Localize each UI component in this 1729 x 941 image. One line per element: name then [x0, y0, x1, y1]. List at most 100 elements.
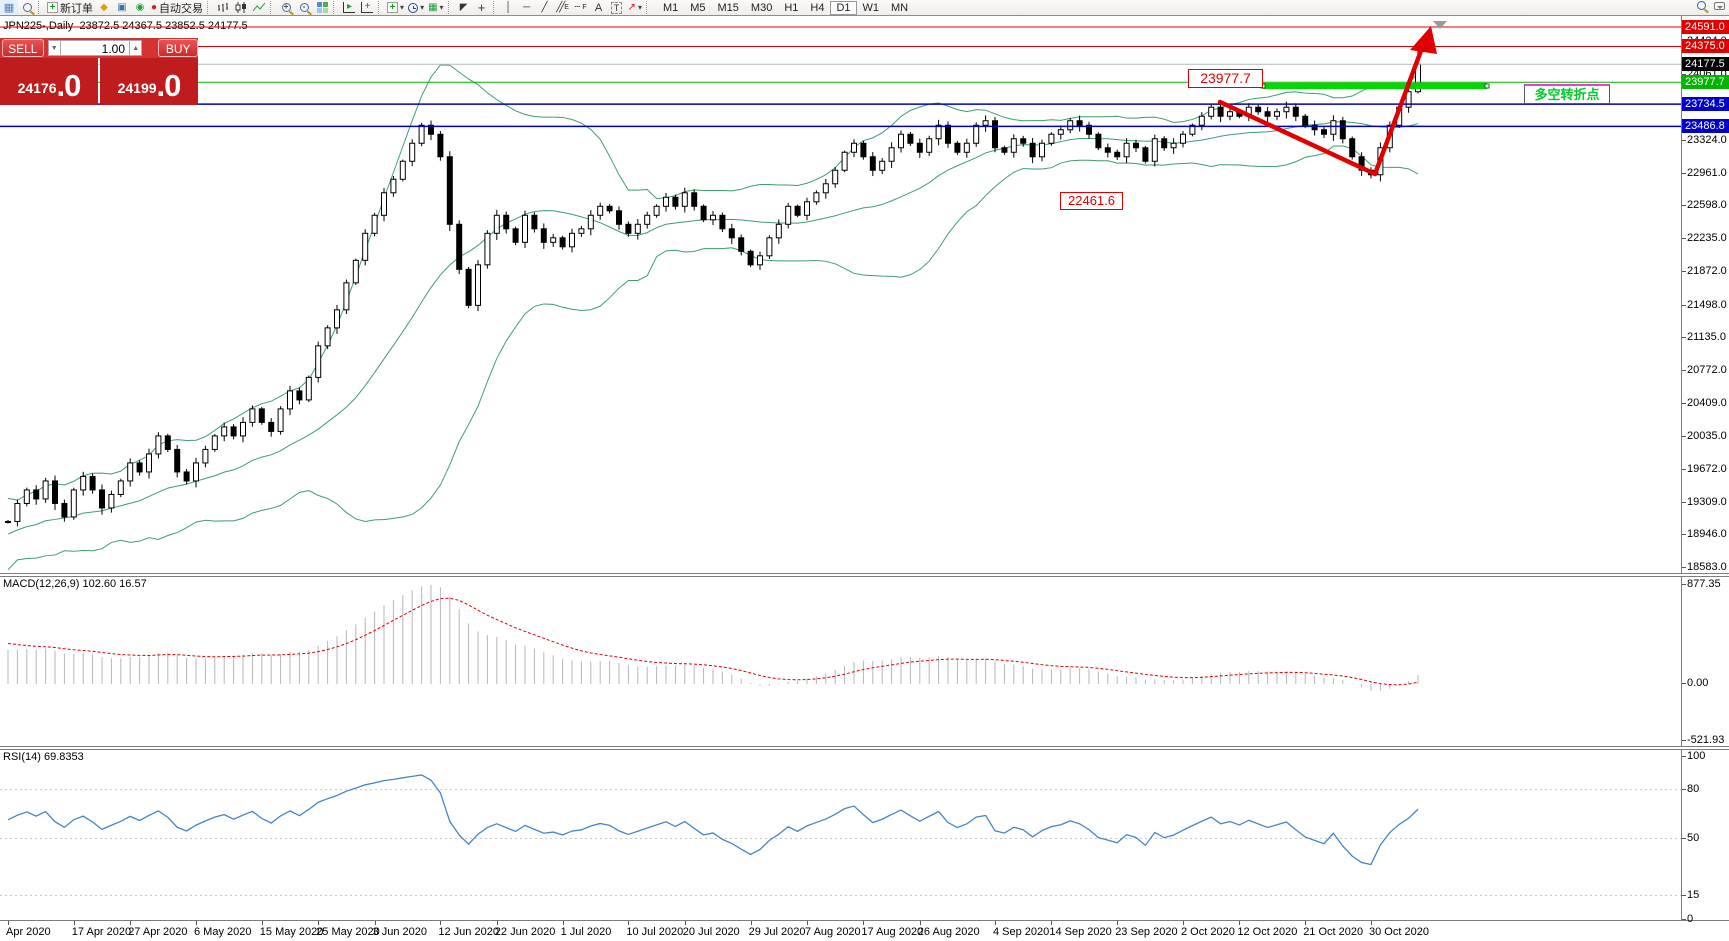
date-label[interactable]: 22 Jun 2020	[494, 926, 556, 938]
equidistant-channel-tool-icon[interactable]: ╱╱ E	[556, 2, 569, 13]
new-order-button[interactable]: + 新订单	[45, 0, 95, 15]
sell-price-panel[interactable]: 24176.0	[0, 58, 98, 105]
auto-scroll-icon[interactable]: ▸	[340, 0, 358, 15]
price-tick-label: 20035.0	[1682, 430, 1727, 443]
date-label[interactable]: 23 Sep 2020	[1115, 926, 1178, 938]
cursor-tool-icon[interactable]: ◤	[459, 2, 468, 13]
buy-button[interactable]: BUY	[158, 39, 199, 57]
tile-windows-icon[interactable]	[313, 0, 331, 15]
indicators-icon: +	[387, 2, 399, 13]
date-label[interactable]: 10 Jul 2020	[626, 926, 684, 938]
rsi-pane[interactable]	[0, 750, 1681, 920]
macd-pane[interactable]	[0, 577, 1681, 746]
zoom-out-icon[interactable]: -	[295, 0, 313, 15]
lot-decrease-button[interactable]: ▼	[47, 40, 61, 56]
date-label[interactable]: 29 Jul 2020	[748, 926, 806, 938]
timeframe-h1[interactable]: H1	[784, 1, 799, 14]
fibonacci-tool-icon[interactable]: ┄ F	[574, 2, 587, 13]
candlestick-chart-type-icon[interactable]	[232, 0, 250, 15]
chart-window-icon[interactable]: ▦	[0, 0, 18, 15]
toolbar-separator	[333, 1, 338, 14]
timeframe-mn[interactable]: MN	[891, 1, 909, 14]
pane-separator[interactable]	[0, 746, 1729, 750]
date-label[interactable]: 3 Jun 2020	[372, 926, 428, 938]
toolbar-separator	[38, 1, 43, 14]
price-tick-label: 21135.0	[1682, 331, 1726, 344]
buy-price-panel[interactable]: 24199.0	[100, 58, 198, 105]
date-label[interactable]: 17 Apr 2020	[71, 926, 132, 938]
chevron-down-icon: ▾	[439, 2, 444, 12]
date-tick	[1239, 921, 1241, 925]
horizontal-line-tool-icon[interactable]: ─	[523, 2, 531, 13]
text-label-tool-icon[interactable]: T	[608, 0, 626, 15]
timeframe-m15[interactable]: M15	[717, 1, 739, 14]
chat-icon[interactable]	[1714, 1, 1725, 10]
metaeditor-icon[interactable]: ◆	[100, 2, 108, 13]
rsi-indicator-header: RSI(14) 69.8353	[3, 751, 84, 763]
timeframe-group: M1 M5 M15 M30 H1 H4 D1 W1 MN	[657, 0, 914, 15]
date-label[interactable]: Apr 2020	[6, 926, 51, 938]
date-label[interactable]: 20 Jul 2020	[682, 926, 740, 938]
template-icon: ▦	[428, 2, 438, 13]
arrows-icon: ↗	[627, 2, 636, 13]
price-level-label-blue: 23734.5	[1682, 97, 1729, 112]
timeframe-m30[interactable]: M30	[750, 1, 773, 14]
lot-size-input[interactable]: 1.00	[60, 40, 129, 56]
signals-icon[interactable]: ◉	[135, 2, 145, 13]
pane-separator[interactable]	[0, 573, 1729, 577]
price-tick-label: 18946.0	[1682, 528, 1727, 541]
date-label[interactable]: 21 Oct 2020	[1303, 926, 1364, 938]
text-tool-icon[interactable]: A	[594, 1, 603, 14]
ohlc-values: 23872.5 24367.5 23852.5 24177.5	[79, 20, 248, 32]
magnifier-icon	[22, 3, 32, 12]
rsi-axis-label: 80	[1681, 782, 1700, 795]
clock-icon	[408, 2, 419, 13]
timeframe-m1[interactable]: M1	[662, 1, 679, 14]
date-label[interactable]: 15 May 2020	[259, 926, 324, 938]
date-label[interactable]: 25 May 2020	[316, 926, 380, 938]
templates-dropdown[interactable]: ▦ ▾	[426, 0, 445, 15]
price-tick-label: 19672.0	[1682, 462, 1727, 475]
main-chart[interactable]	[0, 16, 1681, 573]
timeframe-d1[interactable]: D1	[830, 0, 857, 15]
vertical-line-tool-icon[interactable]: │	[505, 2, 512, 13]
date-label[interactable]: 12 Jun 2020	[438, 926, 499, 938]
timeframe-h4[interactable]: H4	[810, 1, 825, 14]
date-label[interactable]: 17 Aug 2020	[861, 926, 924, 938]
date-tick	[261, 921, 263, 925]
date-label[interactable]: 30 Oct 2020	[1369, 926, 1429, 938]
terminal-icon[interactable]: ▣	[117, 2, 127, 13]
search-icon[interactable]	[1697, 1, 1706, 10]
date-label[interactable]: 6 May 2020	[194, 926, 252, 938]
timeframe-m5[interactable]: M5	[690, 1, 706, 14]
one-click-trading-widget: SELL ▼ 1.00 ▲ BUY 24176.0 24199.0	[0, 38, 199, 105]
chevron-down-icon: ▾	[420, 2, 425, 12]
lot-increase-button[interactable]: ▲	[129, 40, 143, 56]
date-tick	[750, 921, 752, 925]
date-tick	[1305, 921, 1307, 925]
date-label[interactable]: 12 Oct 2020	[1237, 926, 1298, 938]
autotrading-button[interactable]: ● 自动交易	[151, 2, 204, 15]
date-label[interactable]: 26 Aug 2020	[917, 926, 980, 938]
line-chart-type-icon[interactable]	[250, 0, 268, 15]
arrows-tool-dropdown[interactable]: ↗ ▾	[626, 0, 644, 15]
rsi-axis-label: 0	[1681, 913, 1694, 925]
bar-chart-type-icon[interactable]	[214, 0, 232, 15]
sell-button[interactable]: SELL	[2, 39, 44, 57]
price-tick-label: 21498.0	[1682, 298, 1727, 311]
crosshair-tool-icon[interactable]: +	[477, 0, 486, 15]
date-label[interactable]: 2 Oct 2020	[1181, 926, 1235, 938]
timeframe-w1[interactable]: W1	[862, 1, 880, 14]
date-tick	[807, 921, 808, 925]
periods-dropdown[interactable]: ▾	[406, 0, 426, 15]
zoom-in-icon[interactable]: +	[277, 0, 295, 15]
date-label[interactable]: 7 Aug 2020	[805, 926, 861, 938]
chart-shift-icon[interactable]: +	[358, 0, 376, 15]
date-label[interactable]: 14 Sep 2020	[1049, 926, 1112, 938]
indicators-dropdown[interactable]: + ▾	[385, 0, 406, 15]
date-label[interactable]: 27 Apr 2020	[128, 926, 188, 938]
data-window-icon[interactable]	[18, 0, 36, 15]
date-label[interactable]: 1 Jul 2020	[560, 926, 612, 938]
date-label[interactable]: 4 Sep 2020	[993, 926, 1050, 938]
trendline-tool-icon[interactable]: ╱	[541, 2, 548, 13]
